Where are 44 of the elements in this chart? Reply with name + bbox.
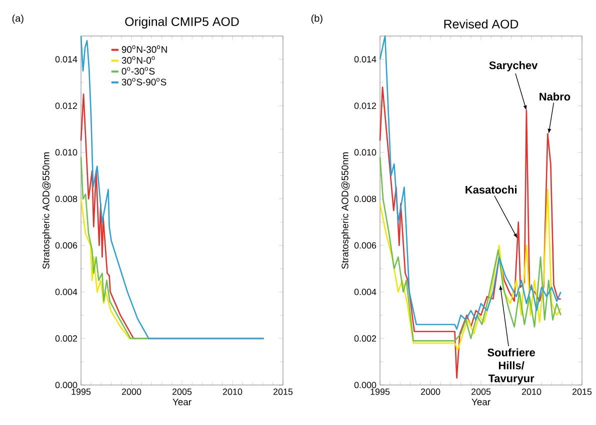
annotation: Soufriere Hills/ Tavuryur [488, 348, 535, 384]
chart-title: Revised AOD [444, 19, 518, 29]
x-tick-label: 2015 [572, 388, 592, 395]
chart-title: Original CMIP5 AOD [125, 16, 239, 28]
x-tick-label: 1995 [72, 388, 91, 395]
y-tick-label: 0.014 [354, 56, 376, 62]
y-tick-label: 0.002 [55, 335, 78, 342]
x-tick-label: 2005 [471, 388, 491, 395]
x-tick-label: 2010 [522, 388, 542, 395]
y-tick-label: 0.012 [354, 102, 376, 109]
y-tick-label: 0.012 [55, 102, 78, 109]
y-tick-label: 0.006 [354, 242, 376, 249]
x-tick-label: 2015 [273, 388, 293, 395]
x-tick-label: 2005 [172, 388, 192, 395]
y-tick-label: 0.000 [354, 382, 376, 388]
y-tick-label: 0.000 [55, 382, 78, 388]
y-tick-label: 0.006 [55, 242, 78, 249]
y-tick-label: 0.010 [55, 149, 78, 156]
y-tick-label: 0.008 [354, 196, 376, 202]
y-axis-title: Stratospheric AOD@550nm [42, 152, 52, 269]
text: (b) [311, 14, 322, 24]
x-axis-title: Year [172, 398, 192, 406]
x-tick-label: 2010 [222, 388, 242, 395]
x-tick-label: 1995 [370, 388, 390, 395]
y-tick-label: 0.008 [55, 196, 78, 202]
legend-label: 90$^{o}$N-30$^{o}$N [122, 45, 167, 53]
line-series [379, 156, 562, 342]
x-tick-label: 2000 [420, 388, 440, 395]
legend-label: 30$^{o}$S-90$^{o}$S [122, 78, 166, 86]
y-tick-label: 0.014 [55, 56, 78, 62]
legend-label: 0$^{o}$-30$^{o}$S [122, 67, 155, 75]
x-tick-label: 2000 [122, 388, 142, 395]
annotation: Kasatochi [466, 186, 517, 194]
line-series [80, 35, 264, 340]
y-tick-label: 0.004 [55, 288, 78, 296]
y-tick-label: 0.004 [354, 288, 376, 296]
y-tick-label: 0.010 [354, 149, 376, 156]
text: (a) [12, 14, 24, 24]
annotation: Nabro [540, 92, 570, 101]
y-axis-title: Stratospheric AOD@550nm [341, 152, 350, 269]
y-tick-label: 0.002 [354, 335, 376, 342]
annotation: Sarychev [489, 61, 538, 72]
x-axis-title: Year [472, 398, 490, 406]
legend-label: 30$^{o}$N-0$^{o}$ [122, 56, 155, 64]
